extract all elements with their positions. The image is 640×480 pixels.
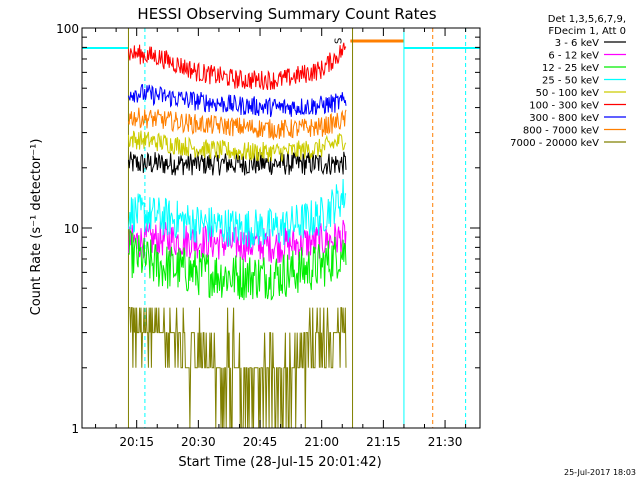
legend: Det 1,3,5,6,7,9,FDecim 1, Att 03 - 6 keV… [510, 14, 626, 149]
series-line-100-300-keV [128, 42, 347, 91]
series-line-7000-20000-keV [128, 307, 347, 428]
x-tick-label: 21:30 [428, 435, 463, 449]
legend-entry-label: 50 - 100 keV [536, 88, 600, 99]
x-tick-label: 21:00 [304, 435, 339, 449]
chart-title: HESSI Observing Summary Count Rates [137, 5, 436, 23]
series-line-12-25-keV [128, 228, 347, 301]
legend-entry-label: 12 - 25 keV [542, 63, 599, 74]
x-axis-label: Start Time (28-Jul-15 20:01:42) [178, 455, 381, 470]
series-line-300-800-keV [128, 83, 347, 118]
y-tick-label: 100 [56, 22, 79, 36]
legend-entry-label: 800 - 7000 keV [523, 126, 599, 137]
x-tick-label: 20:15 [119, 435, 154, 449]
footer-timestamp: 25-Jul-2017 18:03 [564, 468, 636, 477]
y-tick-label: 10 [64, 222, 79, 236]
legend-header-line: FDecim 1, Att 0 [548, 26, 626, 37]
x-tick-label: 21:15 [366, 435, 401, 449]
marker-label: S [333, 38, 344, 44]
series-line-25-50-keV [128, 178, 347, 248]
legend-header-line: Det 1,3,5,6,7,9, [548, 14, 626, 25]
series-line-800-7000-keV [128, 107, 347, 141]
x-tick-label: 20:30 [181, 435, 216, 449]
legend-entry-label: 7000 - 20000 keV [510, 138, 599, 149]
legend-entry-label: 6 - 12 keV [548, 51, 599, 62]
series-line-50-100-keV [128, 130, 347, 162]
y-tick-label: 1 [71, 422, 79, 436]
x-tick-label: 20:45 [243, 435, 278, 449]
legend-entry-label: 300 - 800 keV [529, 113, 599, 124]
y-axis-label: Count Rate (s⁻¹ detector⁻¹) [29, 139, 44, 316]
legend-entry-label: 3 - 6 keV [555, 38, 599, 49]
legend-entry-label: 100 - 300 keV [529, 101, 599, 112]
legend-entry-label: 25 - 50 keV [542, 76, 599, 87]
